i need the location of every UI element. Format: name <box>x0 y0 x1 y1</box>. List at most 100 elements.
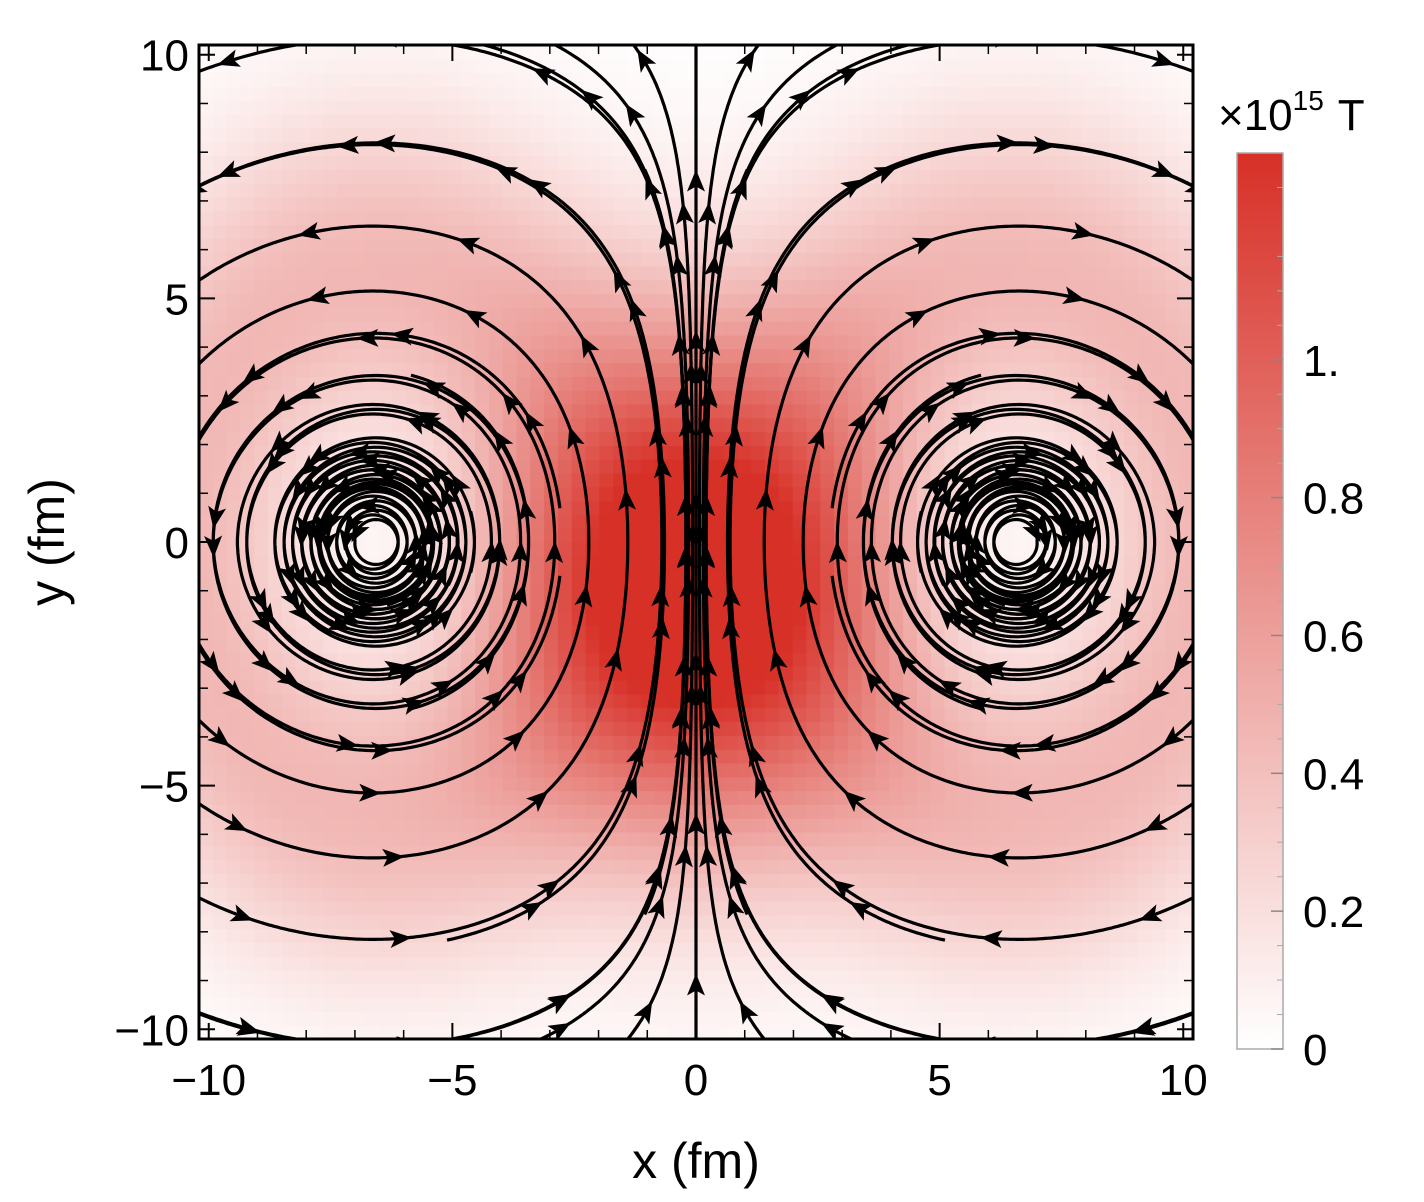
heatmap-cell <box>226 265 242 281</box>
heatmap-cell <box>792 293 808 308</box>
heatmap-cell <box>199 403 214 419</box>
heatmap-cell <box>737 100 752 115</box>
heatmap-cell <box>1082 45 1097 60</box>
heatmap-cell <box>364 762 380 778</box>
heatmap-cell <box>544 914 559 930</box>
heatmap-cell <box>834 265 849 281</box>
heatmap-cell <box>1123 348 1139 364</box>
heatmap-cell <box>1082 624 1097 640</box>
heatmap-cell <box>613 776 628 792</box>
heatmap-cell <box>709 500 725 515</box>
heatmap-cell <box>571 956 587 971</box>
heatmap-cell <box>364 362 380 377</box>
heatmap-cell <box>1027 749 1042 764</box>
heatmap-cell <box>654 265 669 281</box>
heatmap-cell <box>585 928 600 943</box>
heatmap-cell <box>447 169 462 184</box>
heatmap-cell <box>544 1011 559 1026</box>
heatmap-cell <box>337 983 352 999</box>
heatmap-cell <box>350 804 366 819</box>
heatmap-cell <box>958 362 973 377</box>
heatmap-cell <box>792 680 808 695</box>
heatmap-cell <box>599 238 614 253</box>
heatmap-cell <box>1041 210 1056 226</box>
heatmap-cell <box>516 983 531 999</box>
heatmap-cell <box>309 321 324 336</box>
heatmap-cell <box>861 873 877 888</box>
heatmap-cell <box>916 942 932 957</box>
heatmap-cell <box>999 376 1015 391</box>
heatmap-cell <box>723 307 739 322</box>
heatmap-cell <box>1096 169 1111 184</box>
heatmap-cell <box>212 887 228 902</box>
heatmap-cell <box>765 555 780 571</box>
heatmap-cell <box>1096 914 1111 930</box>
heatmap-cell <box>378 417 393 433</box>
heatmap-cell <box>254 196 269 212</box>
heatmap-cell <box>1082 445 1097 460</box>
heatmap-cell <box>516 376 531 391</box>
heatmap-cell <box>488 969 504 985</box>
heatmap-cell <box>765 997 780 1012</box>
heatmap-cell <box>806 804 821 819</box>
heatmap-cell <box>820 845 835 861</box>
heatmap-cell <box>406 348 421 364</box>
heatmap-cell <box>1123 334 1139 350</box>
heatmap-cell <box>364 224 380 239</box>
heatmap-cell <box>557 638 573 654</box>
heatmap-cell <box>199 942 214 957</box>
heatmap-cell <box>1110 969 1125 985</box>
heatmap-cell <box>999 721 1015 736</box>
heatmap-cell <box>406 196 421 212</box>
heatmap-cell <box>337 86 352 101</box>
heatmap-cell <box>295 900 311 916</box>
heatmap-cell <box>281 652 297 667</box>
heatmap-cell <box>557 749 573 764</box>
heatmap-cell <box>1137 183 1153 198</box>
heatmap-cell <box>1068 362 1084 377</box>
heatmap-cell <box>337 183 352 198</box>
heatmap-cell <box>1123 445 1139 460</box>
heatmap-cell <box>834 831 849 847</box>
heatmap-cell <box>212 459 228 474</box>
heatmap-cell <box>1123 265 1139 281</box>
heatmap-cell <box>1137 762 1153 778</box>
heatmap-cell <box>323 252 338 267</box>
heatmap-cell <box>709 583 725 598</box>
heatmap-cell <box>447 252 462 267</box>
heatmap-cell <box>337 1011 352 1026</box>
heatmap-cell <box>1123 252 1139 267</box>
heatmap-cell <box>613 859 628 874</box>
heatmap-cell <box>350 348 366 364</box>
heatmap-cell <box>613 831 628 847</box>
heatmap-cell <box>820 238 835 253</box>
heatmap-cell <box>585 680 600 695</box>
heatmap-cell <box>985 818 1001 833</box>
heatmap-cell <box>1123 376 1139 391</box>
heatmap-cell <box>516 1025 531 1039</box>
heatmap-cell <box>847 873 863 888</box>
heatmap-cell <box>709 486 725 502</box>
heatmap-cell <box>972 831 987 847</box>
heatmap-cell <box>433 790 449 805</box>
heatmap-cell <box>571 169 587 184</box>
heatmap-cell <box>1041 942 1056 957</box>
heatmap-cell <box>406 45 421 60</box>
heatmap-cell <box>350 45 366 60</box>
heatmap-cell <box>447 279 462 295</box>
heatmap-cell <box>1013 224 1028 239</box>
heatmap-cell <box>475 445 490 460</box>
heatmap-cell <box>944 155 959 170</box>
heatmap-cell <box>199 997 214 1012</box>
heatmap-cell <box>1137 928 1153 943</box>
heatmap-cell <box>1013 86 1028 101</box>
heatmap-cell <box>930 252 946 267</box>
heatmap-cell <box>696 956 711 971</box>
heatmap-cell <box>268 790 283 805</box>
heatmap-cell <box>889 334 904 350</box>
heatmap-cell <box>875 1025 890 1039</box>
heatmap-cell <box>834 210 849 226</box>
heatmap-cell <box>861 390 877 405</box>
heatmap-cell <box>199 86 214 101</box>
heatmap-cell <box>972 252 987 267</box>
